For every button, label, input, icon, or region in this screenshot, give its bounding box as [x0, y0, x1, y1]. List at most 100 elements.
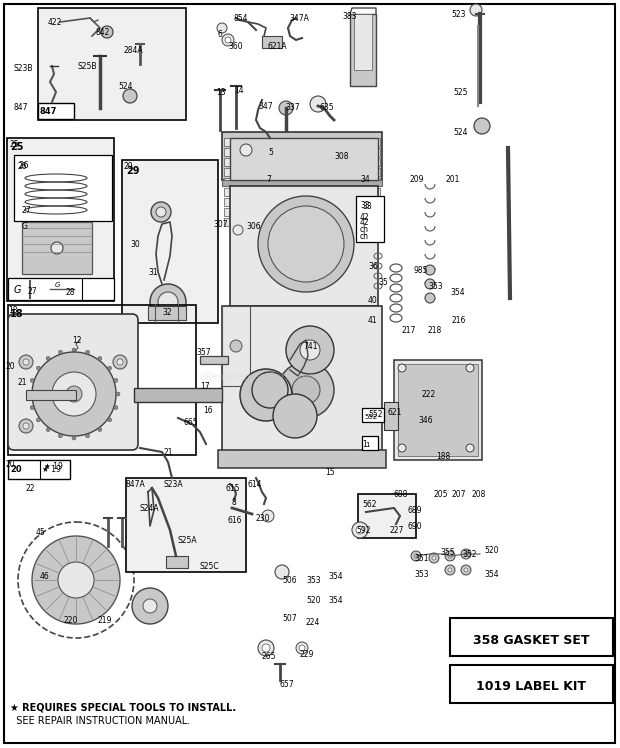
Text: G: G	[14, 285, 22, 295]
Circle shape	[108, 418, 112, 422]
Circle shape	[262, 510, 274, 522]
Bar	[224, 138, 380, 146]
Circle shape	[66, 386, 82, 402]
Text: 353: 353	[414, 570, 428, 579]
Circle shape	[414, 554, 418, 558]
Text: 45: 45	[36, 528, 46, 537]
Circle shape	[52, 372, 96, 416]
Text: 985: 985	[414, 266, 428, 275]
Circle shape	[30, 378, 34, 382]
Text: S25C: S25C	[200, 562, 219, 571]
Circle shape	[58, 350, 63, 354]
Bar	[230, 138, 378, 180]
Text: 224: 224	[306, 618, 321, 627]
Circle shape	[23, 423, 29, 429]
Text: 29: 29	[124, 162, 134, 171]
Text: 353: 353	[428, 282, 443, 291]
Text: 46: 46	[40, 572, 50, 581]
Text: 201: 201	[446, 175, 461, 184]
Bar	[384, 402, 398, 430]
Text: 35: 35	[378, 278, 388, 287]
Text: 33: 33	[362, 202, 372, 211]
Text: 15: 15	[325, 468, 335, 477]
Circle shape	[425, 293, 435, 303]
Bar	[224, 168, 380, 176]
Text: 690: 690	[408, 522, 423, 531]
Circle shape	[275, 565, 289, 579]
Circle shape	[398, 444, 406, 452]
Text: 31: 31	[148, 268, 157, 277]
Circle shape	[252, 372, 288, 408]
Text: 357: 357	[196, 348, 211, 357]
Circle shape	[448, 554, 452, 558]
Circle shape	[51, 242, 63, 254]
Text: 507: 507	[282, 614, 296, 623]
Text: 665: 665	[183, 418, 198, 427]
Text: 352: 352	[462, 550, 477, 559]
Bar	[362, 408, 384, 422]
Bar	[222, 306, 250, 386]
Text: 523: 523	[451, 10, 466, 19]
Text: 621A: 621A	[267, 42, 286, 51]
Circle shape	[292, 376, 320, 404]
Text: 20: 20	[6, 362, 16, 371]
Bar	[262, 36, 282, 48]
Text: 219: 219	[98, 616, 112, 625]
Circle shape	[273, 394, 317, 438]
Bar	[450, 618, 613, 656]
Text: 616: 616	[228, 516, 242, 525]
Text: 30: 30	[130, 240, 140, 249]
Text: 14: 14	[234, 86, 244, 95]
Circle shape	[117, 359, 123, 365]
Text: 847: 847	[40, 107, 58, 116]
Bar	[450, 665, 613, 703]
Circle shape	[132, 588, 168, 624]
Text: 284A: 284A	[124, 46, 144, 55]
Bar	[224, 158, 380, 166]
Text: 506: 506	[282, 576, 296, 585]
Bar	[398, 364, 478, 456]
Text: 347: 347	[258, 102, 273, 111]
Text: 614: 614	[248, 480, 262, 489]
Circle shape	[98, 428, 102, 432]
Text: 6: 6	[217, 30, 222, 39]
Text: ★ 19: ★ 19	[42, 465, 61, 474]
Bar	[38, 8, 186, 120]
Circle shape	[240, 369, 292, 421]
Circle shape	[258, 640, 274, 656]
Circle shape	[23, 359, 29, 365]
Circle shape	[262, 644, 270, 652]
Text: 8: 8	[232, 498, 237, 507]
Text: 360: 360	[228, 42, 242, 51]
Circle shape	[432, 556, 436, 560]
Text: 209: 209	[410, 175, 425, 184]
Text: S25B: S25B	[78, 62, 97, 71]
Circle shape	[286, 326, 334, 374]
Text: 354: 354	[450, 288, 464, 297]
Bar	[8, 278, 114, 300]
Text: 229: 229	[300, 650, 314, 659]
Text: 689: 689	[408, 506, 422, 515]
Text: 358 GASKET SET: 358 GASKET SET	[473, 634, 590, 646]
Circle shape	[296, 642, 308, 654]
Text: 562: 562	[362, 500, 376, 509]
Text: 847A: 847A	[126, 480, 146, 489]
Text: 355: 355	[440, 548, 454, 557]
Circle shape	[19, 355, 33, 369]
Circle shape	[32, 536, 120, 624]
Text: ch: ch	[360, 232, 369, 241]
Circle shape	[233, 225, 243, 235]
Circle shape	[37, 366, 40, 370]
Text: 41: 41	[368, 316, 378, 325]
Bar	[224, 450, 240, 466]
Text: 208: 208	[472, 490, 486, 499]
Text: 657: 657	[280, 680, 294, 689]
Circle shape	[474, 118, 490, 134]
Text: S24A: S24A	[140, 504, 159, 513]
Bar	[222, 132, 382, 180]
Text: 306: 306	[246, 222, 260, 231]
FancyBboxPatch shape	[8, 314, 138, 450]
Bar	[362, 436, 378, 450]
Bar	[224, 208, 380, 216]
Bar	[38, 103, 74, 119]
